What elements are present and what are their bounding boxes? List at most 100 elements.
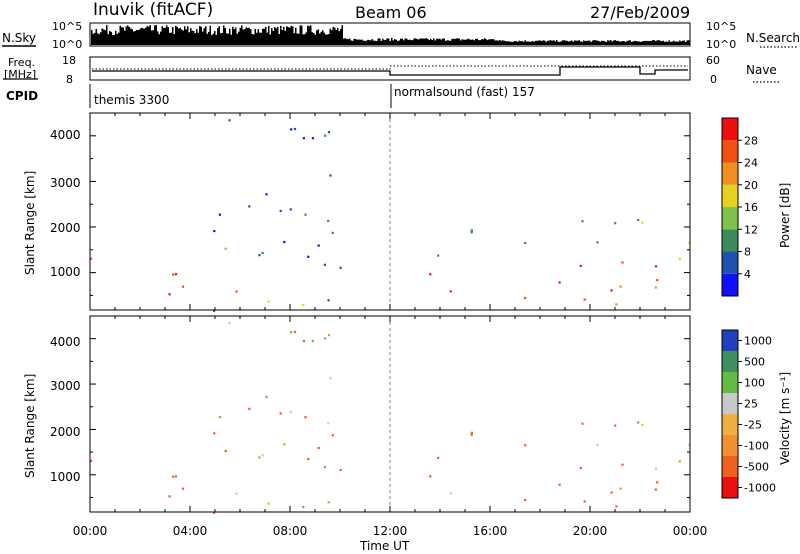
power-cell [279,209,282,212]
noise-bar [328,34,330,45]
noise-bar [517,41,519,45]
noise-bar [277,27,279,45]
noise-bar [226,33,228,45]
noise-bar [410,40,412,45]
power-cell [329,174,332,177]
noise-bar [172,27,174,45]
noise-bar [362,40,364,45]
noise-bar [394,39,396,45]
noise-bar [167,27,169,45]
noise-bar [412,40,414,45]
noise-bar [238,31,240,45]
power-colorbar-swatch [722,273,738,297]
noise-bar [340,28,342,45]
velocity-cell [213,511,216,514]
power-colorbar-swatch [722,229,738,252]
noise-bar [137,30,139,45]
velocity-cell [265,395,268,398]
noise-bar [655,41,657,45]
beam-title: Beam 06 [355,3,427,22]
noise-bar [562,40,564,45]
noise-bar [637,41,639,45]
noise-bar [446,40,448,45]
noise-bar [128,27,130,45]
noise-right-tick-top: 10^5 [706,20,736,33]
power-colorbar-swatch [722,207,738,230]
velocity-cell [327,422,330,425]
velocity-cell [302,506,305,509]
noise-bar [122,27,124,45]
x-axis-label: Time UT [359,539,410,553]
noise-bar [190,28,192,45]
noise-bar [194,33,196,45]
noise-bar [274,27,276,45]
noise-bar [229,28,231,45]
noise-bar [404,38,406,45]
noise-bar [223,25,225,45]
noise-bar [370,40,372,45]
power-cell [302,137,305,140]
velocity-colorbar-tick-label: -500 [744,461,769,474]
noise-bar [260,32,262,45]
velocity-cell [429,475,432,478]
noise-bar [550,40,552,45]
noise-bar [188,32,190,45]
noise-bar [403,40,405,45]
velocity-cell [168,495,171,498]
freq-right-tick-top: 60 [706,54,720,67]
noise-bar [520,41,522,45]
noise-bar [170,32,172,45]
noise-bar [313,33,315,45]
noise-bar [290,25,292,45]
noise-bar [287,27,289,45]
noise-bar [578,40,580,45]
noise-bar [428,40,430,45]
noise-bar [452,38,454,45]
noise-bar [631,41,633,45]
noise-bar [635,41,637,45]
noise-bar [629,40,631,45]
noise-bar [602,40,604,45]
noise-bar [130,28,132,45]
noise-bar [415,38,417,45]
velocity-colorbar: 1000 500 100 25 -25 -100 -500 -1000 Velocity [m… [721,329,792,499]
power-cell [583,298,586,301]
noise-bar [286,26,288,45]
noise-bar [559,41,561,45]
velocity-colorbar-tick-label: 100 [744,377,765,390]
power-cell [327,131,331,134]
velocity-cell [302,339,305,343]
power-ytick-2000: 2000 [50,221,81,235]
noise-bar [268,25,270,45]
noise-bar [322,30,324,45]
noise-bar [398,40,400,45]
noise-bar [554,41,556,45]
velocity-cell [218,416,221,419]
noise-bar [185,29,187,45]
noise-bar [595,40,597,45]
noise-bar [443,38,445,45]
noise-bar [91,29,93,45]
noise-bar [391,38,393,45]
noise-bar [215,34,217,45]
power-colorbar-swatch [722,118,738,141]
velocity-cell [583,500,586,503]
noise-bar [431,40,433,45]
velocity-cell [172,475,175,478]
noise-bar [208,31,210,45]
noise-bar [583,40,585,45]
noise-bar [361,39,363,45]
power-cell [290,128,293,131]
velocity-cell [324,337,327,340]
noise-bar [460,40,462,45]
noise-bar [632,41,634,45]
cpid-panel: CPID themis 3300 normalsound (fast) 157 [6,84,535,108]
x-tick-label: 00:00 [673,524,708,538]
power-cell [615,303,618,306]
power-cell [524,297,527,300]
noise-bar [497,40,499,45]
noise-bar [515,41,517,45]
cpid-segment-2: normalsound (fast) 157 [394,85,535,99]
noise-bar [101,28,103,45]
